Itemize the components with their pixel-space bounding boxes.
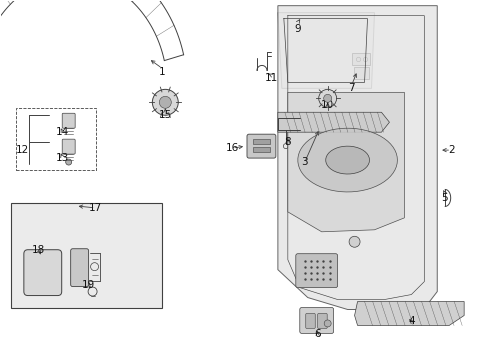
Bar <box>252 147 269 152</box>
Text: 4: 4 <box>407 316 414 327</box>
FancyBboxPatch shape <box>299 307 333 333</box>
Circle shape <box>159 96 171 108</box>
FancyBboxPatch shape <box>71 249 88 287</box>
Circle shape <box>65 159 72 165</box>
Circle shape <box>152 89 178 115</box>
FancyBboxPatch shape <box>317 314 326 328</box>
Text: 5: 5 <box>440 193 447 203</box>
Text: 7: 7 <box>347 84 354 93</box>
Circle shape <box>348 236 359 247</box>
Polygon shape <box>325 146 369 174</box>
Text: 14: 14 <box>56 127 69 137</box>
Text: 8: 8 <box>284 137 290 147</box>
Text: 16: 16 <box>225 143 238 153</box>
FancyBboxPatch shape <box>62 113 75 128</box>
Bar <box>351 54 369 66</box>
Text: 9: 9 <box>294 24 301 33</box>
Circle shape <box>324 320 330 327</box>
Polygon shape <box>287 92 404 232</box>
Text: 2: 2 <box>447 145 453 155</box>
Text: 12: 12 <box>16 145 29 155</box>
Text: 18: 18 <box>32 245 45 255</box>
FancyBboxPatch shape <box>246 134 275 158</box>
FancyBboxPatch shape <box>305 314 315 328</box>
Bar <box>353 67 368 80</box>
FancyBboxPatch shape <box>62 139 75 154</box>
Text: 6: 6 <box>314 329 321 339</box>
Polygon shape <box>297 128 397 192</box>
Text: 10: 10 <box>321 100 334 110</box>
Text: 15: 15 <box>159 110 172 120</box>
Text: 11: 11 <box>264 73 278 84</box>
FancyBboxPatch shape <box>295 254 337 288</box>
FancyBboxPatch shape <box>24 250 61 296</box>
Text: 3: 3 <box>301 157 307 167</box>
Polygon shape <box>277 112 388 132</box>
Circle shape <box>323 94 331 102</box>
Text: 19: 19 <box>82 280 95 289</box>
Polygon shape <box>277 6 436 310</box>
Text: 17: 17 <box>89 203 102 213</box>
Polygon shape <box>277 13 374 88</box>
FancyBboxPatch shape <box>11 203 162 307</box>
Circle shape <box>318 89 336 107</box>
Polygon shape <box>354 302 463 325</box>
Bar <box>252 139 269 144</box>
Text: 1: 1 <box>159 67 165 77</box>
Text: 13: 13 <box>56 153 69 163</box>
